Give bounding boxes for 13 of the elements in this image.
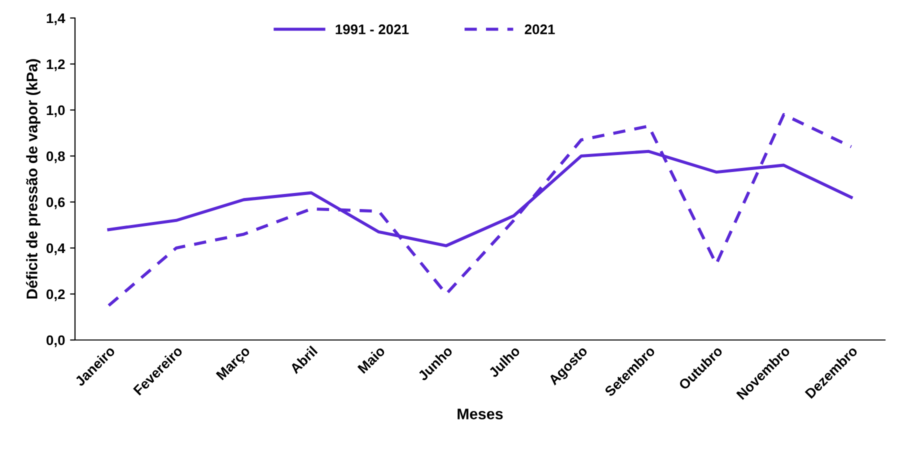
y-tick-label: 1,2 (46, 59, 65, 72)
legend-label: 2021 (524, 24, 555, 34)
y-tick-label: 0,6 (46, 197, 65, 210)
y-tick-label: 1,4 (46, 13, 66, 26)
y-tick-label: 0,2 (46, 289, 65, 302)
y-axis-title: Déficit de pressão de vapor (kPa) (26, 59, 40, 299)
x-axis-title: Meses (458, 408, 503, 420)
legend-label: 1991 - 2021 (336, 24, 409, 34)
y-tick-label: 0,8 (46, 151, 65, 164)
y-tick-label: 0,0 (46, 335, 65, 348)
y-tick-label: 0,4 (46, 243, 66, 256)
line-series (107, 113, 853, 308)
y-tick-label: 1,0 (46, 105, 65, 118)
